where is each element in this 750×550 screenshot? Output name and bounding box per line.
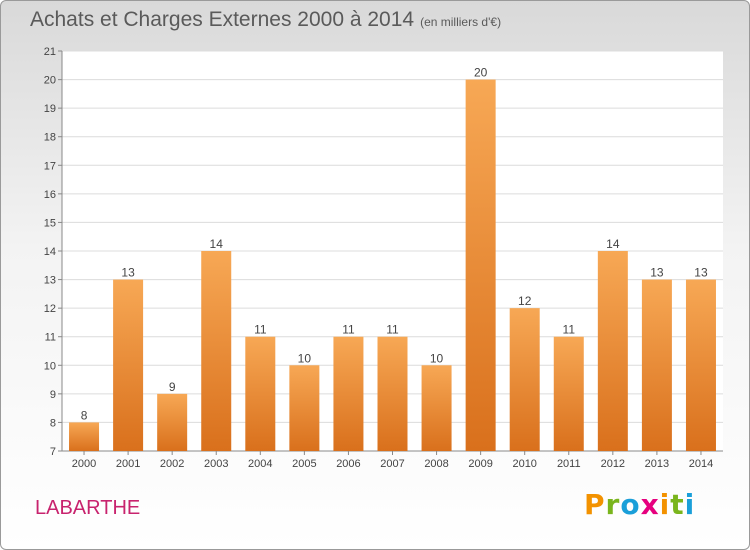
x-tick-label: 2013 — [645, 458, 669, 470]
bar-value-label: 10 — [430, 351, 444, 365]
y-tick-label: 13 — [44, 275, 56, 287]
bar-2014 — [685, 279, 716, 451]
x-tick-label: 2000 — [72, 458, 96, 470]
x-tick-label: 2003 — [204, 458, 228, 470]
bar-2000 — [69, 422, 100, 451]
y-tick-label: 7 — [50, 446, 56, 458]
logo-letter: t — [670, 488, 685, 521]
y-tick-label: 19 — [44, 103, 56, 115]
y-tick-label: 8 — [50, 417, 56, 429]
y-tick-label: 20 — [44, 75, 56, 87]
logo-letter: i — [684, 488, 696, 521]
bar-value-label: 13 — [121, 266, 135, 280]
y-tick-label: 14 — [44, 246, 56, 258]
bar-value-label: 8 — [81, 408, 88, 422]
bar-value-label: 12 — [518, 294, 532, 308]
logo-letter: P — [584, 488, 606, 521]
x-tick-label: 2001 — [116, 458, 140, 470]
y-tick-label: 16 — [44, 189, 56, 201]
y-tick-label: 12 — [44, 303, 56, 315]
y-tick-label: 10 — [44, 360, 56, 372]
title-text: Achats et Charges Externes 2000 à 2014 — [30, 8, 415, 31]
bar-value-label: 14 — [210, 237, 224, 251]
x-tick-label: 2005 — [292, 458, 316, 470]
bar-value-label: 11 — [342, 323, 355, 337]
bar-value-label: 11 — [386, 323, 399, 337]
logo-letter: r — [605, 488, 621, 521]
bar-value-label: 14 — [606, 237, 620, 251]
bar-value-label: 11 — [254, 323, 267, 337]
bar-2001 — [113, 279, 144, 451]
bar-value-label: 20 — [474, 66, 488, 80]
x-tick-label: 2011 — [557, 458, 581, 470]
bar-2012 — [597, 251, 628, 451]
proxiti-logo: Proxiti — [584, 488, 695, 521]
x-tick-label: 2012 — [601, 458, 625, 470]
bar-2011 — [553, 336, 584, 451]
logo-letter: o — [620, 488, 641, 521]
chart-subtitle: (en milliers d'€) — [420, 15, 502, 29]
y-tick-label: 9 — [50, 389, 56, 401]
y-tick-label: 18 — [44, 132, 56, 144]
y-tick-label: 15 — [44, 217, 56, 229]
bar-2006 — [333, 336, 364, 451]
bar-2002 — [157, 393, 188, 451]
y-tick-label: 11 — [45, 332, 56, 344]
logo-letter: i — [659, 488, 671, 521]
x-tick-label: 2004 — [248, 458, 272, 470]
bar-2005 — [289, 365, 320, 451]
x-tick-label: 2009 — [468, 458, 492, 470]
bar-value-label: 9 — [169, 380, 176, 394]
bar-value-label: 13 — [650, 266, 664, 280]
bar-value-label: 10 — [298, 351, 312, 365]
x-tick-label: 2007 — [380, 458, 404, 470]
bar-2009 — [465, 79, 496, 452]
bar-2008 — [421, 365, 452, 451]
bar-2013 — [641, 279, 672, 451]
x-tick-label: 2014 — [689, 458, 713, 470]
commune-name: LABARTHE — [35, 497, 141, 519]
bar-2007 — [377, 336, 408, 451]
x-tick-label: 2010 — [512, 458, 536, 470]
y-tick-label: 21 — [44, 46, 56, 58]
chart-title: Achats et Charges Externes 2000 à 2014 (e… — [30, 8, 501, 32]
bar-2004 — [245, 336, 276, 451]
logo-letter: x — [640, 488, 660, 521]
y-tick-label: 17 — [44, 160, 56, 172]
x-tick-label: 2002 — [160, 458, 184, 470]
bar-2003 — [201, 251, 232, 451]
bar-value-label: 13 — [694, 266, 708, 280]
x-tick-label: 2008 — [424, 458, 448, 470]
bar-2010 — [509, 308, 540, 451]
x-tick-label: 2006 — [336, 458, 360, 470]
bar-value-label: 11 — [563, 323, 576, 337]
